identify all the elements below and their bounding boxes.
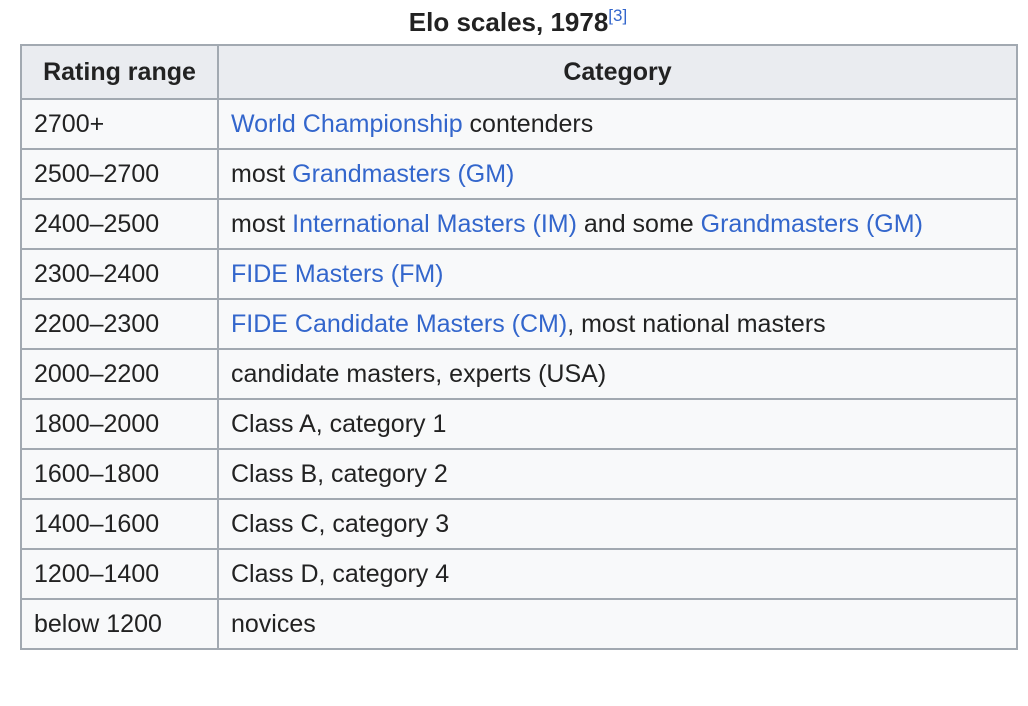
rating-range-cell: 2400–2500 bbox=[20, 198, 219, 250]
table-row: 2500–2700 most Grandmasters (GM) bbox=[20, 148, 1018, 200]
reference-superscript: [3] bbox=[608, 6, 627, 25]
table-caption: Elo scales, 1978[3] bbox=[20, 2, 1016, 42]
rating-range-cell: 1400–1600 bbox=[20, 498, 219, 550]
table-body: 2700+ World Championship contenders 2500–2… bbox=[20, 98, 1018, 650]
table-row: 2700+ World Championship contenders bbox=[20, 98, 1018, 150]
rating-range-cell: 2500–2700 bbox=[20, 148, 219, 200]
table-row: 1800–2000 Class A, category 1 bbox=[20, 398, 1018, 450]
category-text: and some bbox=[576, 209, 701, 238]
category-cell: Class A, category 1 bbox=[217, 398, 1018, 450]
table-row: 1400–1600 Class C, category 3 bbox=[20, 498, 1018, 550]
category-cell: FIDE Candidate Masters (CM), most nation… bbox=[217, 298, 1018, 350]
category-cell: candidate masters, experts (USA) bbox=[217, 348, 1018, 400]
rating-range-cell: 1800–2000 bbox=[20, 398, 219, 450]
category-text: Class C, category 3 bbox=[231, 509, 450, 538]
rating-range-cell: 2700+ bbox=[20, 98, 219, 150]
category-link[interactable]: FIDE Candidate Masters (CM) bbox=[231, 309, 568, 338]
elo-scales-table: Rating range Category 2700+ World Champio… bbox=[20, 44, 1018, 650]
category-text: Class A, category 1 bbox=[231, 409, 447, 438]
column-header-category: Category bbox=[217, 44, 1018, 100]
category-text: most bbox=[231, 209, 293, 238]
table-row: 2400–2500 most International Masters (IM)… bbox=[20, 198, 1018, 250]
reference-link[interactable]: [3] bbox=[608, 6, 628, 25]
category-text: candidate masters, experts (USA) bbox=[231, 359, 607, 388]
table-row: 1600–1800 Class B, category 2 bbox=[20, 448, 1018, 500]
category-text: most bbox=[231, 159, 293, 188]
category-cell: Class D, category 4 bbox=[217, 548, 1018, 600]
category-text: , most national masters bbox=[567, 309, 826, 338]
category-cell: Class C, category 3 bbox=[217, 498, 1018, 550]
caption-title: Elo scales, 1978 bbox=[408, 7, 609, 37]
table-row: below 1200 novices bbox=[20, 598, 1018, 650]
category-cell: FIDE Masters (FM) bbox=[217, 248, 1018, 300]
category-cell: most Grandmasters (GM) bbox=[217, 148, 1018, 200]
category-cell: World Championship contenders bbox=[217, 98, 1018, 150]
rating-range-cell: 2200–2300 bbox=[20, 298, 219, 350]
table-row: 2000–2200 candidate masters, experts (USA… bbox=[20, 348, 1018, 400]
category-text: Class B, category 2 bbox=[231, 459, 448, 488]
rating-range-cell: below 1200 bbox=[20, 598, 219, 650]
category-link[interactable]: FIDE Masters (FM) bbox=[231, 259, 444, 288]
category-text: novices bbox=[231, 609, 316, 638]
table-row: 1200–1400 Class D, category 4 bbox=[20, 548, 1018, 600]
category-link[interactable]: International Masters (IM) bbox=[292, 209, 577, 238]
rating-range-cell: 1600–1800 bbox=[20, 448, 219, 500]
table-row: 2200–2300 FIDE Candidate Masters (CM), mo… bbox=[20, 298, 1018, 350]
category-link[interactable]: Grandmasters (GM) bbox=[700, 209, 923, 238]
category-cell: novices bbox=[217, 598, 1018, 650]
column-header-rating-range: Rating range bbox=[20, 44, 219, 100]
rating-range-cell: 1200–1400 bbox=[20, 548, 219, 600]
category-link[interactable]: Grandmasters (GM) bbox=[292, 159, 515, 188]
category-text: contenders bbox=[462, 109, 594, 138]
category-cell: most International Masters (IM) and some… bbox=[217, 198, 1018, 250]
rating-range-cell: 2000–2200 bbox=[20, 348, 219, 400]
category-cell: Class B, category 2 bbox=[217, 448, 1018, 500]
table-row: 2300–2400 FIDE Masters (FM) bbox=[20, 248, 1018, 300]
rating-range-cell: 2300–2400 bbox=[20, 248, 219, 300]
category-link[interactable]: World Championship bbox=[231, 109, 463, 138]
category-text: Class D, category 4 bbox=[231, 559, 450, 588]
header-row: Rating range Category bbox=[20, 44, 1018, 100]
